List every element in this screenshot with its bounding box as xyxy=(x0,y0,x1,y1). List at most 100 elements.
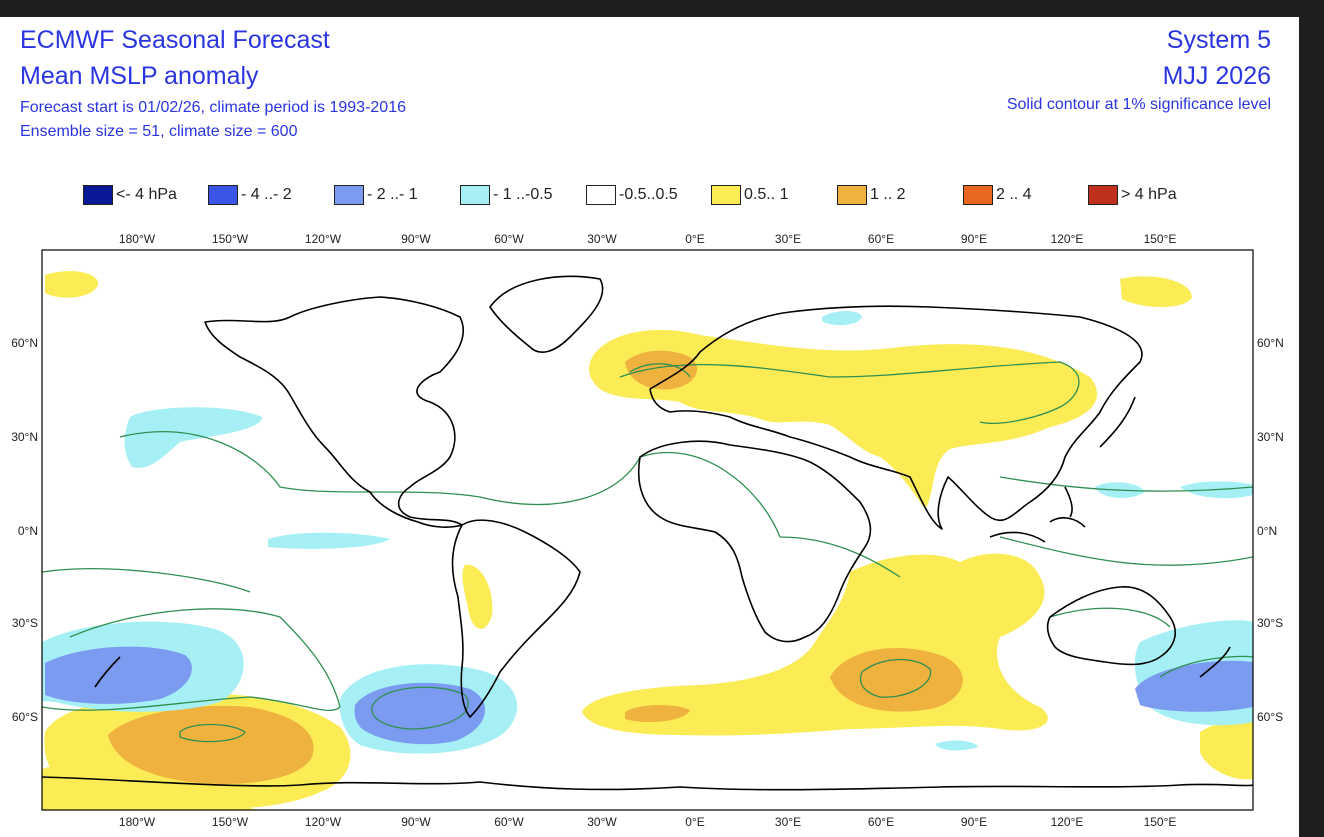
legend-label: 0.5.. 1 xyxy=(744,186,789,203)
lat-label: 30°S xyxy=(1257,616,1283,630)
legend-swatch xyxy=(208,185,238,205)
lon-label: 30°W xyxy=(587,815,617,829)
figure-subtitle: Mean MSLP anomaly xyxy=(20,62,259,90)
legend-swatch xyxy=(586,185,616,205)
anomaly-region xyxy=(462,564,493,629)
lon-label: 120°W xyxy=(305,232,342,246)
anomaly-region xyxy=(589,329,1098,509)
forecast-info: Forecast start is 01/02/26, climate peri… xyxy=(20,99,406,116)
legend-swatch xyxy=(334,185,364,205)
lon-label: 60°E xyxy=(868,232,894,246)
lat-label: 60°S xyxy=(12,710,38,724)
map-frame xyxy=(41,249,1254,811)
legend-swatch xyxy=(837,185,867,205)
lat-label: 30°N xyxy=(1257,430,1284,444)
north-america-coastline xyxy=(204,296,465,528)
anomaly-region xyxy=(108,705,314,784)
anomaly-region xyxy=(625,350,698,390)
legend-label: > 4 hPa xyxy=(1121,186,1177,203)
anomaly-region xyxy=(1200,717,1253,780)
legend-label: 1 .. 2 xyxy=(870,186,906,203)
lon-label: 30°E xyxy=(775,815,801,829)
legend-swatch xyxy=(1088,185,1118,205)
anomaly-shading xyxy=(42,271,1253,810)
lon-label: 120°W xyxy=(305,815,342,829)
contour-line xyxy=(859,658,932,698)
contour-line xyxy=(999,476,1253,492)
lat-label: 0°N xyxy=(18,524,38,538)
anomaly-region xyxy=(124,407,262,468)
coastlines xyxy=(42,275,1253,791)
lon-label: 0°E xyxy=(685,232,704,246)
contour-line xyxy=(619,361,1080,424)
contour-line xyxy=(371,686,469,730)
africa-coastline xyxy=(637,440,872,643)
anomaly-region xyxy=(45,646,192,704)
legend-label: <- 4 hPa xyxy=(116,186,177,203)
figure-title: ECMWF Seasonal Forecast xyxy=(20,26,330,54)
legend-item: - 1 ..-0.5 xyxy=(460,184,553,206)
legend-item: - 4 ..- 2 xyxy=(208,184,292,206)
lon-label: 60°E xyxy=(868,815,894,829)
anomaly-region xyxy=(935,740,978,751)
lat-label: 0°N xyxy=(1257,524,1277,538)
contour-line xyxy=(179,723,246,743)
anomaly-region xyxy=(45,271,99,298)
anomaly-region xyxy=(1120,276,1192,307)
anomaly-region xyxy=(354,682,486,745)
anomaly-region xyxy=(268,532,390,549)
legend-item: -0.5..0.5 xyxy=(586,184,678,206)
islands-coastline xyxy=(989,486,1086,543)
contour-line xyxy=(119,431,901,578)
significance-contours xyxy=(42,361,1253,743)
south-america-coastline xyxy=(451,519,581,718)
legend-swatch xyxy=(83,185,113,205)
lon-label: 90°E xyxy=(961,232,987,246)
lon-label: 120°E xyxy=(1051,232,1084,246)
lon-label: 0°E xyxy=(685,815,704,829)
lat-label: 60°N xyxy=(1257,336,1284,350)
contour-line xyxy=(629,363,691,378)
anomaly-region xyxy=(822,311,862,326)
legend-label: -0.5..0.5 xyxy=(619,186,678,203)
contour-line xyxy=(42,608,341,711)
system-label: System 5 xyxy=(1166,26,1271,54)
contour-line xyxy=(1159,655,1253,678)
lon-label: 90°W xyxy=(401,815,431,829)
figure-panel: ECMWF Seasonal Forecast Mean MSLP anomal… xyxy=(0,17,1299,837)
lon-label: 60°W xyxy=(494,815,524,829)
lon-label: 60°W xyxy=(494,232,524,246)
anomaly-region xyxy=(42,762,260,810)
contour-line xyxy=(1049,607,1171,628)
lon-label: 30°W xyxy=(587,232,617,246)
legend-item: 0.5.. 1 xyxy=(711,184,788,206)
legend-label: - 4 ..- 2 xyxy=(241,186,292,203)
legend-item: <- 4 hPa xyxy=(83,184,177,206)
anomaly-region xyxy=(830,647,963,712)
legend-item: - 2 ..- 1 xyxy=(334,184,418,206)
anomaly-region xyxy=(625,704,690,722)
legend-label: 2 .. 4 xyxy=(996,186,1032,203)
lon-label: 90°W xyxy=(401,232,431,246)
lat-label: 60°N xyxy=(11,336,38,350)
legend-swatch xyxy=(711,185,741,205)
contour-line xyxy=(999,536,1253,566)
ensemble-info: Ensemble size = 51, climate size = 600 xyxy=(20,123,298,140)
legend-item: 2 .. 4 xyxy=(963,184,1032,206)
lon-label: 150°W xyxy=(212,815,249,829)
period-label: MJJ 2026 xyxy=(1162,62,1271,90)
lon-label: 180°W xyxy=(119,232,156,246)
legend-label: - 1 ..-0.5 xyxy=(493,186,553,203)
greenland-coastline xyxy=(489,275,604,353)
lon-label: 150°E xyxy=(1144,232,1177,246)
legend-label: - 2 ..- 1 xyxy=(367,186,418,203)
antarctica-coastline xyxy=(42,776,1253,791)
right-latitude-labels: 60°N 30°N 0°N 30°S 60°S xyxy=(1257,336,1284,724)
left-latitude-labels: 60°N 30°N 0°N 30°S 60°S xyxy=(11,336,38,724)
legend-swatch xyxy=(460,185,490,205)
lon-label: 120°E xyxy=(1051,815,1084,829)
lon-label: 150°W xyxy=(212,232,249,246)
legend-swatch xyxy=(963,185,993,205)
japan-coastline xyxy=(1099,396,1136,448)
australia-coastline xyxy=(1046,586,1176,666)
